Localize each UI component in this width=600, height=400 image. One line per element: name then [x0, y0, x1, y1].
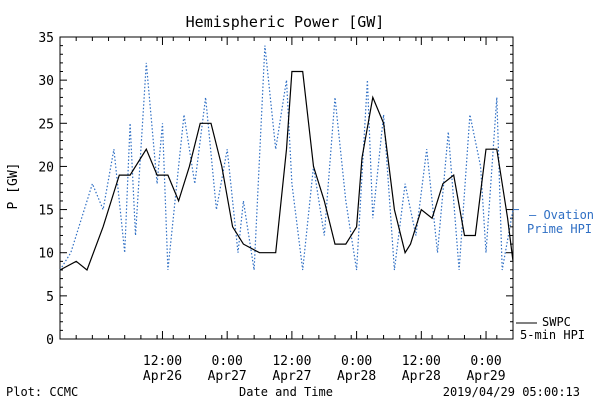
x-tick-label-time: 12:00 — [143, 354, 182, 369]
x-tick-label-date: Apr26 — [143, 369, 182, 384]
series-line-ovation — [59, 45, 514, 271]
legend-swpc-line1: SWPC — [542, 315, 571, 329]
x-tick-label-time: 0:00 — [341, 354, 372, 369]
footer-timestamp: 2019/04/29 05:00:13 — [443, 385, 580, 399]
legend-ovation-line2: Prime HPI — [527, 222, 592, 236]
x-tick-label-time: 12:00 — [402, 354, 441, 369]
x-tick-label-date: Apr27 — [272, 369, 311, 384]
y-tick-label: 30 — [38, 74, 54, 89]
series-line-swpc — [59, 70, 514, 271]
y-tick-label: 35 — [38, 31, 54, 46]
x-tick-label-date: Apr28 — [337, 369, 376, 384]
x-tick-label-time: 12:00 — [272, 354, 311, 369]
y-axis: 0 5 10 15 20 25 30 35 — [38, 31, 513, 348]
y-tick-label: 5 — [46, 290, 54, 305]
x-tick-label-date: Apr29 — [466, 369, 505, 384]
x-tick-label-date: Apr28 — [402, 369, 441, 384]
chart-title: Hemispheric Power [GW] — [186, 13, 385, 31]
y-tick-label: 0 — [46, 333, 54, 348]
legend-swpc-line2: 5-min HPI — [520, 328, 585, 342]
x-tick-label-time: 0:00 — [212, 354, 243, 369]
x-tick-label-date: Apr27 — [208, 369, 247, 384]
y-tick-label: 20 — [38, 160, 54, 175]
y-tick-label: 25 — [38, 117, 54, 132]
legend-ovation-line1: — Ovation — [529, 208, 594, 222]
y-tick-label: 15 — [38, 204, 54, 219]
x-axis-label: Date and Time — [239, 385, 333, 399]
footer-plot-credit: Plot: CCMC — [6, 385, 78, 399]
legend: — Ovation Prime HPI SWPC 5-min HPI — [516, 208, 594, 342]
y-axis-label: P [GW] — [6, 163, 21, 210]
y-tick-label: 10 — [38, 247, 54, 262]
x-tick-label-time: 0:00 — [470, 354, 501, 369]
series-layer — [59, 45, 519, 271]
x-axis: 12:00Apr260:00Apr2712:00Apr270:00Apr2812… — [59, 37, 514, 384]
